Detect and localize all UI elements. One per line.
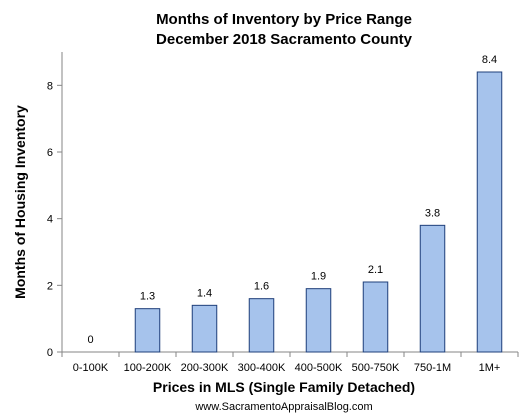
x-tick-label: 100-200K [124, 362, 172, 374]
data-label: 1.6 [254, 281, 269, 293]
x-tick-label: 500-750K [352, 362, 400, 374]
y-tick-label: 8 [47, 80, 53, 92]
bar-750-1m [419, 224, 446, 353]
y-axis-ticks: 0 2 4 6 8 [47, 80, 62, 359]
y-tick-label: 4 [47, 214, 53, 226]
x-tick-label: 0-100K [73, 362, 109, 374]
bar-500-750k [362, 281, 389, 353]
x-tick-label: 750-1M [414, 362, 451, 374]
x-axis-ticks: 0-100K 100-200K 200-300K 300-400K 400-500K 50… [61, 352, 519, 374]
y-tick-label: 0 [47, 347, 53, 359]
bars-group [134, 71, 503, 353]
x-tick-label: 300-400K [238, 362, 286, 374]
footer-website: www.SacramentoAppraisalBlog.com [194, 401, 372, 413]
data-label: 2.1 [368, 264, 383, 276]
chart-subtitle: December 2018 Sacramento County [156, 31, 413, 48]
y-tick-label: 2 [47, 280, 53, 292]
data-label: 3.8 [425, 207, 440, 219]
data-labels-group: 0 1.3 1.4 1.6 1.9 2.1 3.8 8.4 [87, 54, 497, 346]
x-tick-label: 200-300K [181, 362, 229, 374]
data-label: 1.3 [140, 291, 155, 303]
data-label: 8.4 [482, 54, 497, 66]
y-tick-label: 6 [47, 147, 53, 159]
y-axis-title: Months of Housing Inventory [12, 105, 28, 299]
bar-300-400k [248, 298, 275, 353]
data-label: 1.9 [311, 271, 326, 283]
bar-100-200k [134, 308, 161, 353]
bar-1m- [476, 71, 503, 353]
x-tick-label: 1M+ [479, 362, 501, 374]
data-label: 1.4 [197, 287, 212, 299]
bar-200-300k [191, 304, 218, 353]
bar-400-500k [305, 288, 332, 353]
chart-title: Months of Inventory by Price Range [156, 11, 412, 28]
x-tick-label: 400-500K [295, 362, 343, 374]
x-axis-title: Prices in MLS (Single Family Detached) [153, 379, 415, 395]
data-label: 0 [87, 334, 93, 346]
